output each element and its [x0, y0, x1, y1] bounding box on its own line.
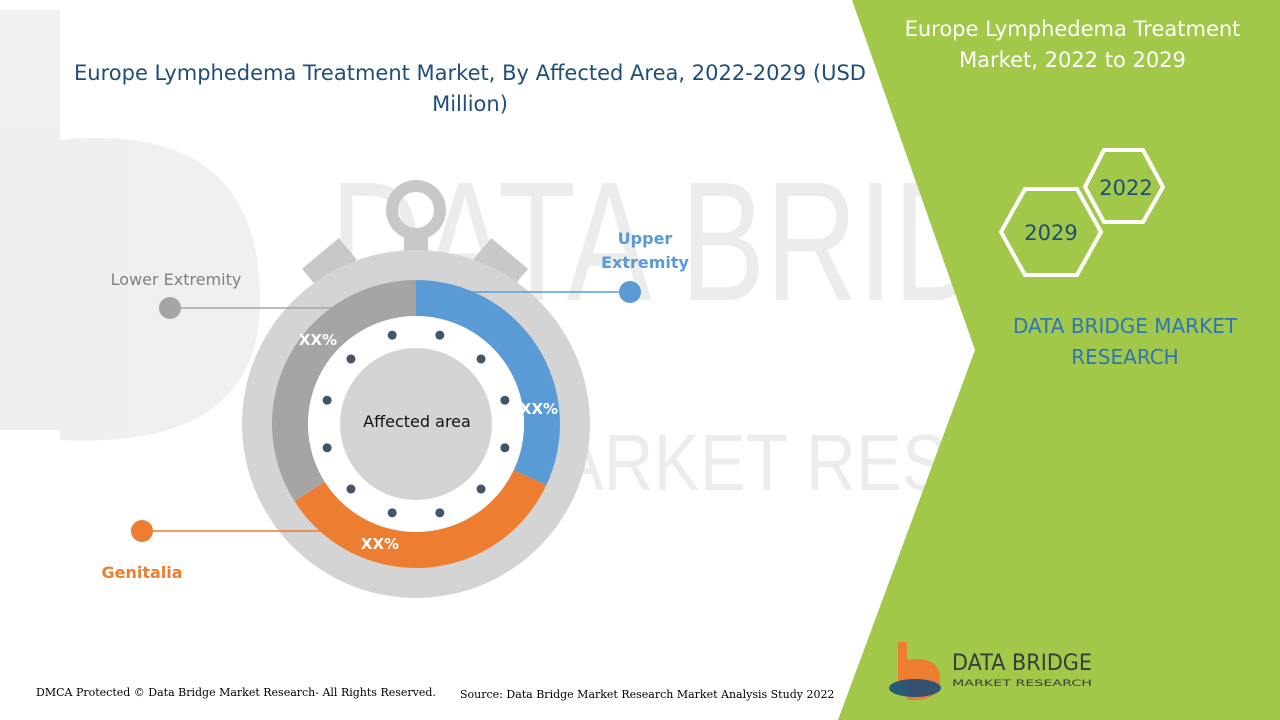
brand-name: DATA BRIDGE MARKET RESEARCH — [1012, 314, 1238, 369]
panel-title: Europe Lymphedema Treatment Market, 2022… — [904, 17, 1241, 72]
hexagon-2022-icon — [1082, 148, 1166, 224]
callout-marker-upper-extremity — [619, 281, 641, 303]
footer-copyright: DMCA Protected © Data Bridge Market Rese… — [36, 686, 436, 699]
data-label-lower-extremity: XX% — [299, 331, 337, 349]
logo-name: DATA BRIDGE — [952, 651, 1092, 676]
dial-dot — [322, 395, 332, 405]
logo-tagline: MARKET RESEARCH — [952, 679, 1092, 689]
dial-dot — [387, 508, 397, 518]
legend-genitalia: Genitalia — [101, 563, 182, 582]
dial-dot — [476, 354, 486, 364]
dial-dot — [322, 443, 332, 453]
legend-upper-extremity-line2: Extremity — [601, 253, 689, 272]
dial-dot — [387, 330, 397, 340]
legend-lower-extremity: Lower Extremity — [111, 270, 242, 289]
data-label-genitalia: XX% — [361, 535, 399, 553]
donut-chart — [272, 280, 560, 569]
stopwatch-left-button — [301, 238, 357, 291]
year-end-label: 2029 — [1024, 221, 1077, 245]
logo-mark-bar — [898, 642, 907, 682]
chart-title: Europe Lymphedema Treatment Market, By A… — [74, 61, 866, 116]
data-label-upper-extremity: XX% — [520, 400, 558, 418]
center-label: Affected area — [363, 412, 471, 431]
dial-dot — [500, 395, 510, 405]
footer-source: Source: Data Bridge Market Research Mark… — [460, 688, 835, 701]
dial-dots — [322, 330, 510, 518]
callout-marker-lower-extremity — [159, 297, 181, 319]
dial-dot — [435, 508, 445, 518]
donut-segment-lower-extremity — [272, 280, 416, 502]
callout-marker-genitalia — [131, 520, 153, 542]
center-disc — [340, 348, 492, 500]
dial-dot — [435, 330, 445, 340]
logo-mark-swoosh — [889, 679, 941, 697]
donut-segment-genitalia — [294, 469, 547, 569]
dial-dot — [346, 484, 356, 494]
dial-dot — [500, 443, 510, 453]
hexagon-2029-icon — [998, 187, 1104, 277]
stopwatch-right-button — [473, 238, 529, 291]
donut-segment-upper-extremity — [416, 280, 560, 486]
data-bridge-logo: DATA BRIDGE MARKET RESEARCH — [889, 642, 1092, 701]
dial-dot — [476, 484, 486, 494]
dial-dot — [346, 354, 356, 364]
side-panel-background — [838, 0, 1280, 720]
year-start-label: 2022 — [1099, 176, 1152, 200]
legend-upper-extremity-line1: Upper — [618, 229, 673, 248]
watermark-logo — [0, 10, 260, 441]
